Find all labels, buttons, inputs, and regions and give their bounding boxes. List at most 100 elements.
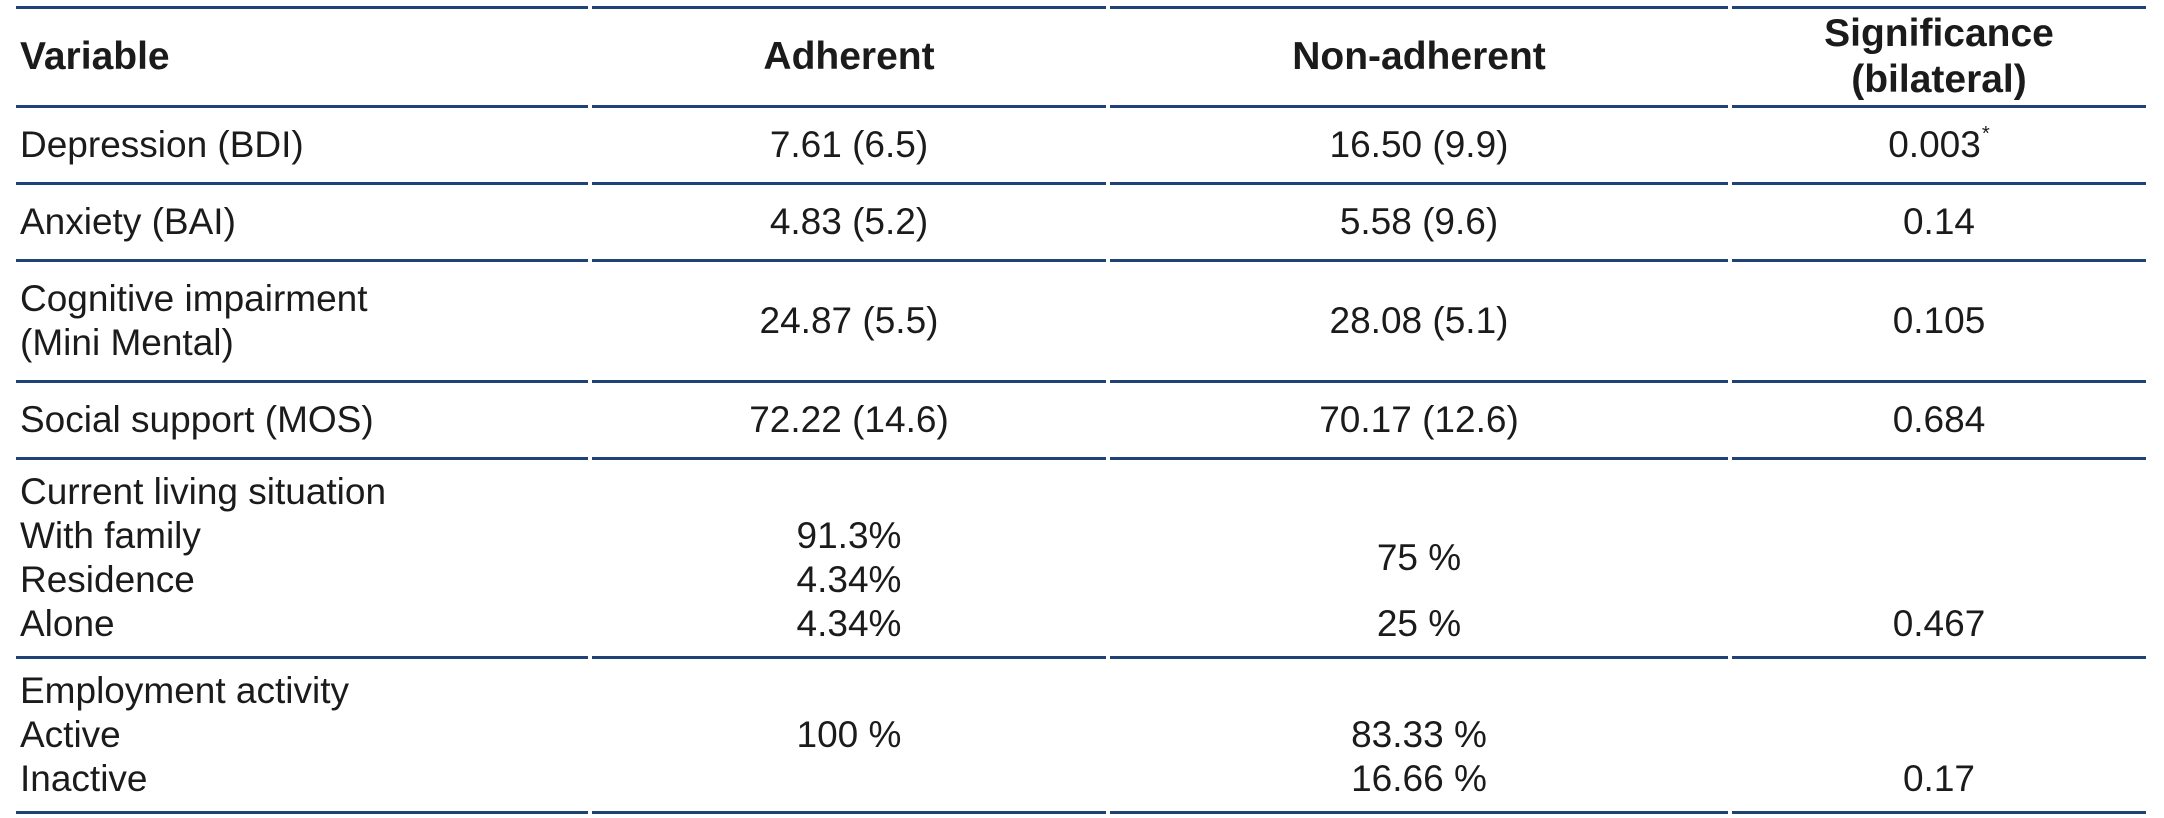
cell-line [1114,669,1724,713]
cell-line: 91.3% [596,514,1102,558]
cell-line: 0.684 [1736,398,2142,442]
cell-text: Inactive [20,758,148,799]
cell-text: Non-adherent [1292,35,1546,78]
cell-text: 0.17 [1902,758,1975,799]
cell-text: Significance [1824,12,2054,55]
cell-adherent: 72.22 (14.6) [592,383,1106,460]
cell-text: Anxiety (BAI) [20,201,236,242]
table-header-row: Variable Adherent Non-adherent Significance… [16,6,2146,108]
cell-variable: Employment activity Active Inactive [16,659,588,814]
cell-line: 25 % [1114,602,1724,646]
cell-line [596,669,1102,713]
cell-variable: Current living situation With family Resid… [16,460,588,659]
cell-text: 16.50 (9.9) [1329,124,1509,165]
table-row: Depression (BDI) 7.61 (6.5) 16.50 (9.9) 0.0… [16,108,2146,185]
cell-text: 0.14 [1902,201,1975,242]
cell-significance: 0.105 [1732,262,2146,383]
cell-text: Active [20,714,121,755]
column-header-significance: Significance (bilateral) [1732,6,2146,108]
column-header-adherent: Adherent [592,6,1106,108]
cell-line: 24.87 (5.5) [596,299,1102,343]
cell-line: Employment activity [20,669,584,713]
cell-non-adherent: 28.08 (5.1) [1110,262,1728,383]
cell-variable: Depression (BDI) [16,108,588,185]
cell-text: Adherent [763,35,935,78]
cell-text: Employment activity [20,670,349,711]
cell-text: Cognitive impairment [20,278,368,319]
cell-line: Inactive [20,757,584,801]
cell-line [596,757,1102,801]
cell-text: 7.61 (6.5) [769,124,929,165]
cell-line: Variable [20,34,584,80]
cell-line: 16.50 (9.9) [1114,123,1724,167]
cell-line: Cognitive impairment [20,277,584,321]
cell-text: Residence [20,559,195,600]
column-header-non-adherent: Non-adherent [1110,6,1728,108]
cell-significance: 0.14 [1732,185,2146,262]
cell-text: 83.33 % [1351,714,1487,755]
cell-text: 70.17 (12.6) [1319,399,1519,440]
cell-text: Current living situation [20,471,387,512]
cell-line: With family [20,514,584,558]
cell-line: Non-adherent [1114,34,1724,80]
cell-line: (bilateral) [1736,57,2142,103]
cell-text: 25 % [1376,603,1462,644]
cell-line: 28.08 (5.1) [1114,299,1724,343]
cell-line: 4.34% [596,602,1102,646]
table-row: Anxiety (BAI) 4.83 (5.2) 5.58 (9.6) 0.14 [16,185,2146,262]
table-row: Current living situation With family Resid… [16,460,2146,659]
adherence-comparison-table: Variable Adherent Non-adherent Significance… [12,6,2150,814]
cell-line: 70.17 (12.6) [1114,398,1724,442]
cell-line: Alone [20,602,584,646]
cell-text: Social support (MOS) [20,399,374,440]
cell-line: 4.34% [596,558,1102,602]
cell-adherent: 100 % [592,659,1106,814]
cell-non-adherent: 70.17 (12.6) [1110,383,1728,460]
cell-adherent: 7.61 (6.5) [592,108,1106,185]
cell-adherent: 4.83 (5.2) [592,185,1106,262]
cell-adherent: 24.87 (5.5) [592,262,1106,383]
cell-line: Social support (MOS) [20,398,584,442]
cell-text: Depression (BDI) [20,124,304,165]
cell-significance: 0.17 [1732,659,2146,814]
cell-line: 0.14 [1736,200,2142,244]
cell-line: Active [20,713,584,757]
cell-text: (bilateral) [1851,58,2027,101]
cell-non-adherent: 16.50 (9.9) [1110,108,1728,185]
cell-text: 0.003 [1888,124,1981,165]
cell-non-adherent: 5.58 (9.6) [1110,185,1728,262]
cell-line: 100 % [596,713,1102,757]
cell-line: 0.003 * [1736,123,2142,167]
cell-text: 4.34% [796,603,902,644]
cell-line: Residence [20,558,584,602]
cell-line [1736,713,2142,757]
cell-text: 16.66 % [1351,758,1487,799]
cell-line: 0.17 [1736,757,2142,801]
cell-line [1736,514,2142,558]
cell-line: 0.105 [1736,299,2142,343]
cell-variable: Social support (MOS) [16,383,588,460]
cell-text: 100 % [796,714,902,755]
cell-text: 4.34% [796,559,902,600]
cell-text: 0.684 [1892,399,1986,440]
table-container: Variable Adherent Non-adherent Significance… [12,6,2154,814]
cell-significance: 0.684 [1732,383,2146,460]
cell-text: 28.08 (5.1) [1329,300,1509,341]
cell-variable: Cognitive impairment (Mini Mental) [16,262,588,383]
cell-line: Depression (BDI) [20,123,584,167]
cell-line: 16.66 % [1114,757,1724,801]
cell-text: 91.3% [796,515,902,556]
cell-line [596,470,1102,514]
cell-text: 0.467 [1892,603,1986,644]
cell-line [1736,669,2142,713]
cell-text: Alone [20,603,115,644]
cell-text: 24.87 (5.5) [759,300,939,341]
cell-line: 75 % [1114,514,1724,602]
significance-asterisk: * [1981,123,1990,146]
cell-text: 4.83 (5.2) [769,201,929,242]
cell-line: 5.58 (9.6) [1114,200,1724,244]
cell-line: (Mini Mental) [20,321,584,365]
cell-line: 7.61 (6.5) [596,123,1102,167]
cell-line: Current living situation [20,470,584,514]
cell-non-adherent: 75 % 25 % [1110,460,1728,659]
